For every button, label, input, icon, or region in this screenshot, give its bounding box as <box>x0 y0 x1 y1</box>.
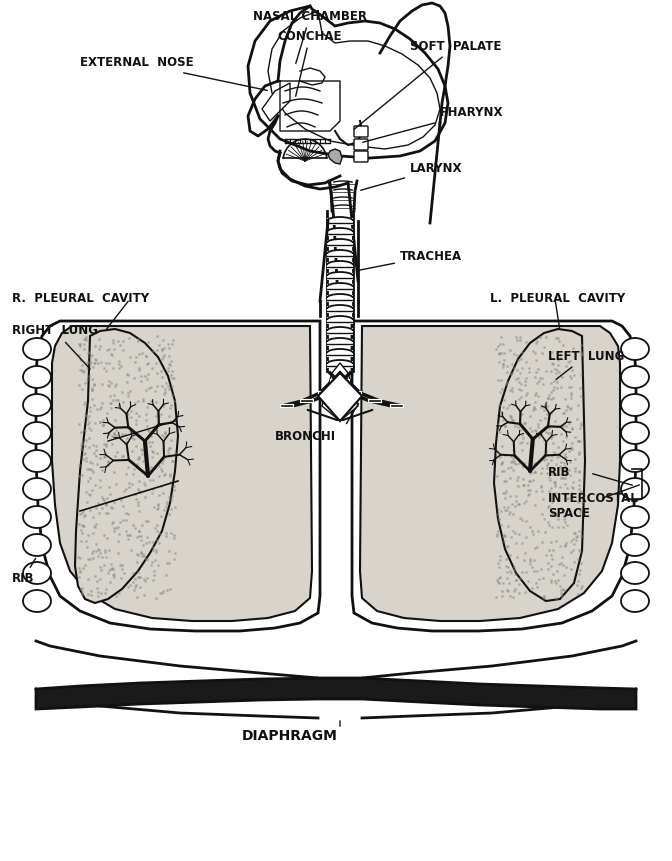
Ellipse shape <box>621 506 649 528</box>
Text: L.  PLEURAL  CAVITY: L. PLEURAL CAVITY <box>490 293 625 306</box>
Polygon shape <box>36 321 320 631</box>
Text: RIB: RIB <box>12 559 36 585</box>
Bar <box>327 350 353 357</box>
Polygon shape <box>494 329 585 601</box>
Polygon shape <box>36 678 636 709</box>
Text: INTERCOSTAL
SPACE: INTERCOSTAL SPACE <box>548 492 639 520</box>
Text: TRACHEA: TRACHEA <box>358 250 462 270</box>
Polygon shape <box>52 326 312 621</box>
Ellipse shape <box>23 478 51 500</box>
Text: LARYNX: LARYNX <box>361 163 462 190</box>
Ellipse shape <box>23 562 51 584</box>
Ellipse shape <box>621 366 649 388</box>
Ellipse shape <box>23 534 51 556</box>
Text: R.  PLEURAL  CAVITY: R. PLEURAL CAVITY <box>12 293 149 306</box>
Text: CONCHAE: CONCHAE <box>278 29 342 96</box>
Bar <box>327 251 353 258</box>
Ellipse shape <box>23 590 51 612</box>
Bar <box>327 295 353 302</box>
Ellipse shape <box>621 394 649 416</box>
Polygon shape <box>75 329 178 603</box>
Polygon shape <box>248 6 448 158</box>
Ellipse shape <box>23 506 51 528</box>
Text: DIAPHRAGM: DIAPHRAGM <box>242 729 338 743</box>
Text: EXTERNAL  NOSE: EXTERNAL NOSE <box>80 57 267 90</box>
FancyBboxPatch shape <box>354 139 368 150</box>
Polygon shape <box>360 326 620 621</box>
Bar <box>327 284 353 291</box>
Ellipse shape <box>23 338 51 360</box>
FancyBboxPatch shape <box>354 126 368 137</box>
Bar <box>327 361 353 368</box>
Ellipse shape <box>621 562 649 584</box>
Ellipse shape <box>23 422 51 444</box>
Ellipse shape <box>23 394 51 416</box>
Bar <box>327 306 353 313</box>
Ellipse shape <box>621 338 649 360</box>
Text: RIB: RIB <box>548 467 571 480</box>
Bar <box>327 262 353 269</box>
Ellipse shape <box>621 478 649 500</box>
Bar <box>327 229 353 236</box>
Bar <box>327 218 353 225</box>
Ellipse shape <box>621 534 649 556</box>
Polygon shape <box>262 83 290 121</box>
Text: LEFT  LUNG: LEFT LUNG <box>548 350 624 380</box>
Ellipse shape <box>621 450 649 472</box>
Bar <box>327 240 353 247</box>
Polygon shape <box>328 149 342 164</box>
Text: SOFT  PALATE: SOFT PALATE <box>354 40 501 129</box>
Ellipse shape <box>621 590 649 612</box>
Polygon shape <box>322 363 358 421</box>
Ellipse shape <box>23 366 51 388</box>
FancyBboxPatch shape <box>354 151 368 162</box>
Ellipse shape <box>621 422 649 444</box>
Bar <box>327 328 353 335</box>
Polygon shape <box>318 373 362 421</box>
Text: BRONCHI: BRONCHI <box>274 430 335 443</box>
Bar <box>327 339 353 346</box>
Text: PHARYNX: PHARYNX <box>363 107 503 142</box>
Bar <box>327 317 353 324</box>
Ellipse shape <box>23 450 51 472</box>
Text: RIGHT  LUNG: RIGHT LUNG <box>12 325 98 369</box>
Bar <box>327 273 353 280</box>
Text: NASAL CHAMBER: NASAL CHAMBER <box>253 9 367 64</box>
Polygon shape <box>352 321 636 631</box>
